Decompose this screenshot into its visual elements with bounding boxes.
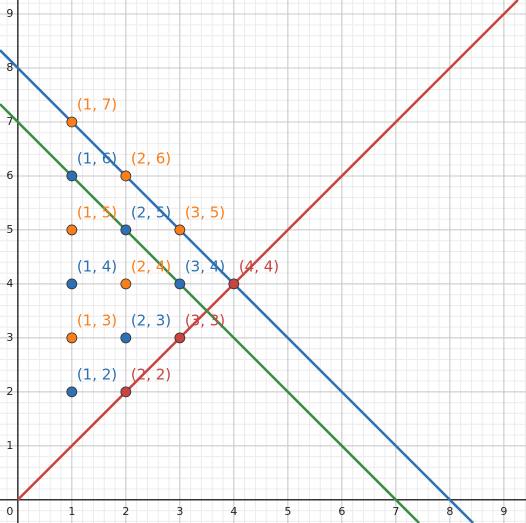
x-tick-label: 1 bbox=[68, 505, 75, 518]
point-label: (2, 4) bbox=[131, 257, 171, 275]
x-tick-label: 7 bbox=[392, 505, 399, 518]
y-tick-label: 5 bbox=[6, 223, 13, 236]
point-label: (1, 6) bbox=[77, 149, 117, 167]
x-tick-label: 5 bbox=[284, 505, 291, 518]
point-label: (3, 4) bbox=[185, 257, 225, 275]
point-label: (2, 2) bbox=[131, 365, 171, 383]
x-tick-label: 8 bbox=[446, 505, 453, 518]
y-tick-label: 2 bbox=[6, 385, 13, 398]
point-label: (1, 2) bbox=[77, 365, 117, 383]
point bbox=[66, 278, 78, 290]
y-tick-label: 8 bbox=[6, 61, 13, 74]
y-tick-label: 6 bbox=[6, 169, 13, 182]
point-label: (1, 7) bbox=[77, 95, 117, 113]
point-label: (4, 4) bbox=[239, 257, 279, 275]
y-tick-label: 1 bbox=[6, 439, 13, 452]
x-tick-label: 9 bbox=[500, 505, 507, 518]
point bbox=[120, 224, 132, 236]
x-tick-label: 3 bbox=[176, 505, 183, 518]
point-label: (2, 3) bbox=[131, 311, 171, 329]
point bbox=[66, 386, 78, 398]
x-tick-label: 2 bbox=[122, 505, 129, 518]
point bbox=[228, 278, 240, 290]
point-label: (1, 5) bbox=[77, 203, 117, 221]
point-label: (1, 3) bbox=[77, 311, 117, 329]
y-tick-label: 4 bbox=[6, 277, 13, 290]
point bbox=[174, 224, 186, 236]
point bbox=[120, 332, 132, 344]
point bbox=[120, 386, 132, 398]
point-label: (2, 6) bbox=[131, 149, 171, 167]
x-tick-label: 6 bbox=[338, 505, 345, 518]
y-tick-label: 9 bbox=[6, 7, 13, 20]
point-label: (3, 3) bbox=[185, 311, 225, 329]
point bbox=[66, 332, 78, 344]
point bbox=[66, 170, 78, 182]
point bbox=[174, 332, 186, 344]
point bbox=[66, 116, 78, 128]
y-tick-label: 7 bbox=[6, 115, 13, 128]
point bbox=[174, 278, 186, 290]
x-tick-label: 0 bbox=[6, 505, 13, 518]
point-label: (3, 5) bbox=[185, 203, 225, 221]
line bbox=[16, 0, 519, 501]
point bbox=[66, 224, 78, 236]
x-tick-label: 4 bbox=[230, 505, 237, 518]
y-tick-label: 3 bbox=[6, 331, 13, 344]
point bbox=[120, 170, 132, 182]
point bbox=[120, 278, 132, 290]
point-label: (2, 5) bbox=[131, 203, 171, 221]
point-label: (1, 4) bbox=[77, 257, 117, 275]
